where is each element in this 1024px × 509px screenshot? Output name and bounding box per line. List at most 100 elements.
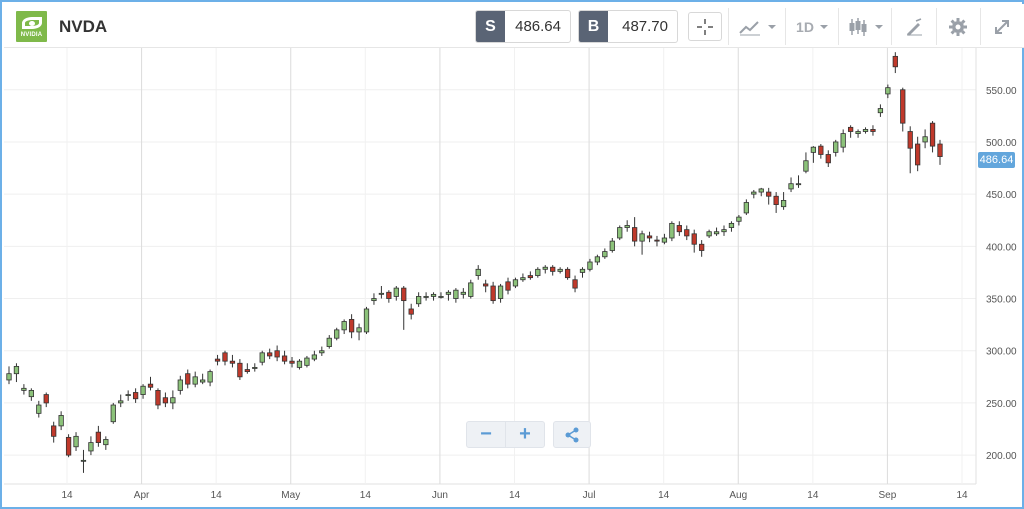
indicators-button[interactable] <box>734 8 780 45</box>
candle-down <box>915 143 921 166</box>
candle-down <box>684 229 690 237</box>
y-tick-label: 550.00 <box>986 86 1017 97</box>
candle-up <box>661 237 668 243</box>
zoom-in-button[interactable]: + <box>505 422 544 447</box>
x-tick-label: 14 <box>61 490 73 501</box>
candle-up <box>751 191 757 195</box>
candle-up <box>535 268 541 276</box>
candle-down <box>676 225 682 233</box>
candle-down <box>937 143 943 157</box>
draw-button[interactable] <box>895 8 933 45</box>
chevron-down-icon <box>819 24 828 29</box>
last-price-tag: 486.64 <box>978 152 1015 168</box>
candle-down <box>185 373 191 385</box>
candle-up <box>862 129 869 132</box>
share-icon <box>565 427 579 442</box>
y-tick-label: 450.00 <box>986 190 1017 201</box>
candle-down <box>766 191 772 197</box>
settings-button[interactable] <box>940 8 976 45</box>
candle-up <box>438 296 444 298</box>
interval-dropdown[interactable]: 1D <box>790 8 834 45</box>
buy-tag: B <box>579 11 608 42</box>
candle-up <box>36 404 42 414</box>
sell-price: 486.64 <box>515 18 561 35</box>
candle-down <box>907 131 913 149</box>
candle-up <box>378 292 385 295</box>
sell-button[interactable]: S 486.64 <box>475 10 571 43</box>
candle-up <box>542 266 548 270</box>
candle-up <box>296 360 303 368</box>
candle-down <box>147 383 154 388</box>
candle-down <box>43 394 49 404</box>
candle-down <box>214 358 221 362</box>
candle-up <box>520 277 526 281</box>
candle-up <box>639 233 645 242</box>
candle-up <box>58 415 64 427</box>
candle-up <box>877 108 884 114</box>
candle-down <box>654 239 660 242</box>
candle-up <box>617 227 623 239</box>
interval-label: 1D <box>796 18 814 35</box>
candle-up <box>371 298 377 302</box>
candle-up <box>200 379 206 383</box>
x-tick-label: Jul <box>583 490 596 501</box>
candle-up <box>602 251 608 258</box>
chevron-down-icon <box>768 24 776 29</box>
buy-button[interactable]: B 487.70 <box>578 10 678 43</box>
candle-up <box>460 291 466 295</box>
x-tick-label: 14 <box>211 490 223 501</box>
instrument-symbol: NVDA <box>59 17 108 36</box>
candle-up <box>6 373 12 381</box>
candle-down <box>386 291 392 299</box>
chart-type-button[interactable] <box>842 8 888 45</box>
share-button[interactable] <box>553 421 591 448</box>
chart-toolbar: NVIDIA NVDA S 486.64 B 487.70 <box>4 4 1024 48</box>
candle-down <box>95 431 102 443</box>
candle-down <box>348 319 355 333</box>
candle-up <box>788 183 794 190</box>
candle-down <box>550 266 556 272</box>
x-tick-label: Sep <box>879 490 897 501</box>
candle-up <box>110 404 116 423</box>
indicators-icon <box>739 20 760 35</box>
candle-up <box>28 389 34 398</box>
candle-down <box>825 154 831 164</box>
fullscreen-button[interactable] <box>984 8 1020 45</box>
candle-up <box>706 231 712 237</box>
candle-up <box>728 222 735 228</box>
candle-up <box>125 394 131 396</box>
candle-down <box>289 360 295 364</box>
buy-price: 487.70 <box>622 18 668 35</box>
candle-down <box>281 355 288 362</box>
candle-up <box>73 435 79 448</box>
candle-up <box>140 385 146 395</box>
candle-down <box>51 425 57 437</box>
candle-up <box>326 337 332 347</box>
candle-up <box>334 329 340 339</box>
candle-down <box>773 195 779 205</box>
candle-up <box>207 371 213 383</box>
candle-up <box>922 136 928 143</box>
candle-down <box>267 352 273 357</box>
candle-down <box>274 350 280 358</box>
candle-up <box>252 367 258 369</box>
candle-up <box>833 141 839 153</box>
price-chart[interactable]: 550.00 500.00 450.00 400.00 350.00 300.00 250.… <box>4 48 1024 508</box>
zoom-out-button[interactable]: − <box>480 423 492 445</box>
candle-up <box>356 327 362 333</box>
x-tick-label: 14 <box>360 490 372 501</box>
candle-up <box>80 459 87 462</box>
candle-down <box>631 227 638 242</box>
y-tick-label: 200.00 <box>986 451 1017 462</box>
candle-down <box>646 235 653 239</box>
zoom-controls: − + <box>466 421 545 448</box>
candle-down <box>527 275 533 279</box>
crosshair-button[interactable] <box>688 12 722 41</box>
x-tick-label: 14 <box>509 490 521 501</box>
candle-up <box>795 183 802 186</box>
candle-up <box>721 229 727 233</box>
candle-down <box>691 233 697 245</box>
candle-down <box>847 126 854 132</box>
candle-up <box>512 279 519 287</box>
candle-down <box>490 285 496 302</box>
